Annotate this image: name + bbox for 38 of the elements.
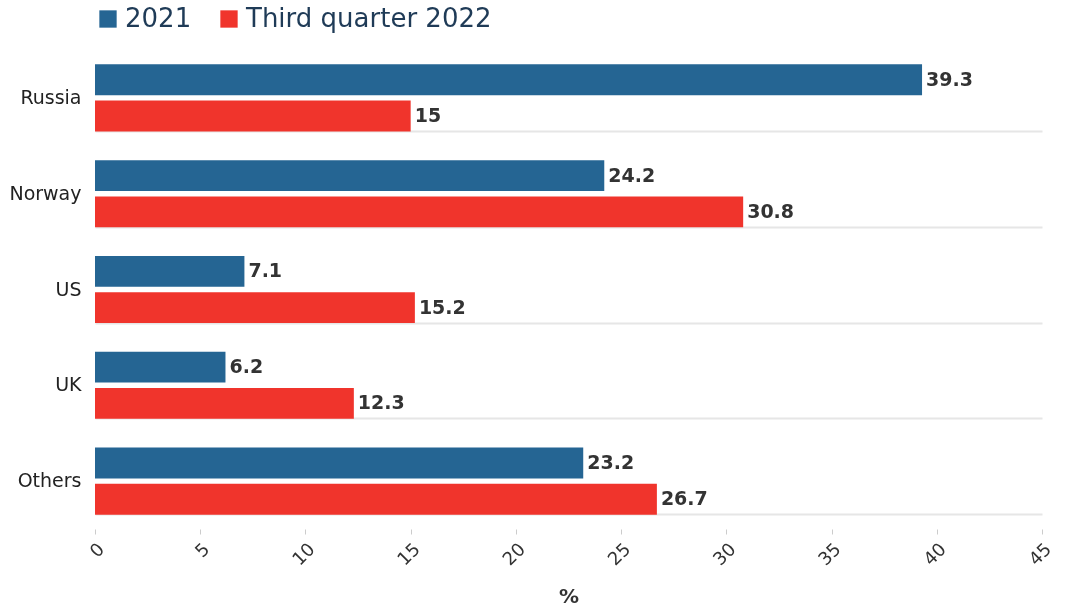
legend-label: Third quarter 2022 <box>245 3 492 33</box>
data-label: 6.2 <box>229 355 264 378</box>
data-label: 24.2 <box>608 163 656 186</box>
x-tick-label: 25 <box>603 538 635 570</box>
bar <box>95 292 415 324</box>
bar <box>95 160 605 191</box>
y-tick-label: UK <box>55 373 83 396</box>
bar <box>95 64 923 96</box>
data-label: 39.3 <box>926 67 973 90</box>
x-tick-label: 40 <box>918 538 951 570</box>
x-tick-label: 20 <box>498 538 530 570</box>
data-label: 15 <box>414 104 442 127</box>
bar <box>95 100 411 132</box>
y-tick-label: Norway <box>9 181 82 204</box>
x-tick-label: 5 <box>190 538 214 562</box>
data-label: 7.1 <box>248 259 283 282</box>
x-tick-label: 10 <box>287 538 319 570</box>
y-tick-label: US <box>55 277 82 300</box>
x-tick-label: 15 <box>392 538 424 570</box>
data-label: 30.8 <box>747 199 795 222</box>
bar <box>95 388 354 419</box>
bar <box>95 196 744 228</box>
bar <box>95 483 657 515</box>
data-label: 12.3 <box>357 391 405 414</box>
legend-label: 2021 <box>125 3 192 33</box>
bar <box>95 351 226 383</box>
x-tick-label: 35 <box>813 538 845 570</box>
data-label: 26.7 <box>660 487 708 510</box>
y-tick-label: Russia <box>20 85 82 108</box>
x-tick-label: 45 <box>1024 538 1056 570</box>
bar <box>95 447 584 479</box>
bar <box>95 255 245 287</box>
data-label: 15.2 <box>418 295 466 318</box>
x-tick-label: 30 <box>708 538 740 570</box>
x-tick-label: 0 <box>85 538 109 562</box>
y-tick-label: Others <box>17 469 82 492</box>
data-label: 23.2 <box>587 450 635 473</box>
x-axis-title: % <box>558 584 580 609</box>
